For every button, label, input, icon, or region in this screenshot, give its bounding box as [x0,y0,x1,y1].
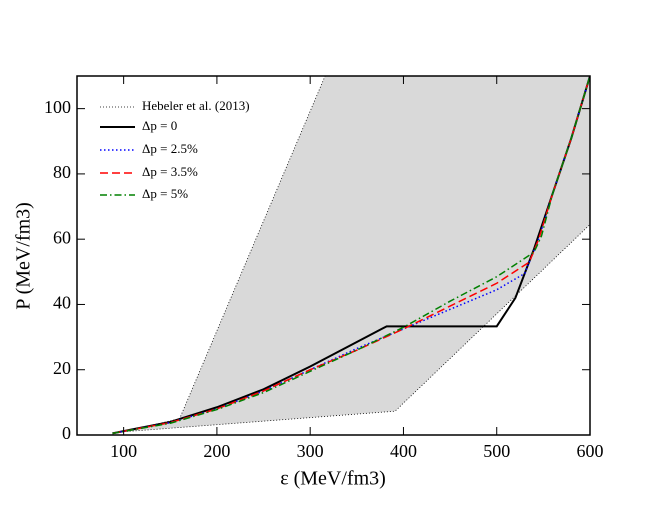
x-tick-label: 400 [390,441,417,461]
x-tick-label: 600 [577,441,604,461]
series-line [112,76,590,435]
band-edge [123,224,590,433]
legend-label: Δp = 5% [142,186,188,201]
legend-label: Hebeler et al. (2013) [142,98,250,113]
band-area [123,76,590,432]
y-tick-label: 100 [44,97,71,117]
y-tick-label: 20 [53,358,71,378]
series-line [112,76,590,435]
legend-label: Δp = 2.5% [142,141,198,156]
legend-label: Δp = 3.5% [142,164,198,179]
x-tick-label: 100 [110,441,137,461]
x-tick-label: 300 [297,441,324,461]
x-axis-label: ε (MeV/fm3) [280,468,386,490]
y-tick-label: 0 [62,423,71,443]
x-tick-label: 500 [483,441,510,461]
y-axis-label: P (MeV/fm3) [13,202,35,310]
y-tick-label: 40 [53,293,71,313]
plot-frame [76,75,591,436]
y-tick-label: 60 [53,227,71,247]
x-tick-label: 200 [203,441,230,461]
y-tick-label: 80 [53,162,71,182]
legend-label: Δp = 0 [142,118,177,133]
